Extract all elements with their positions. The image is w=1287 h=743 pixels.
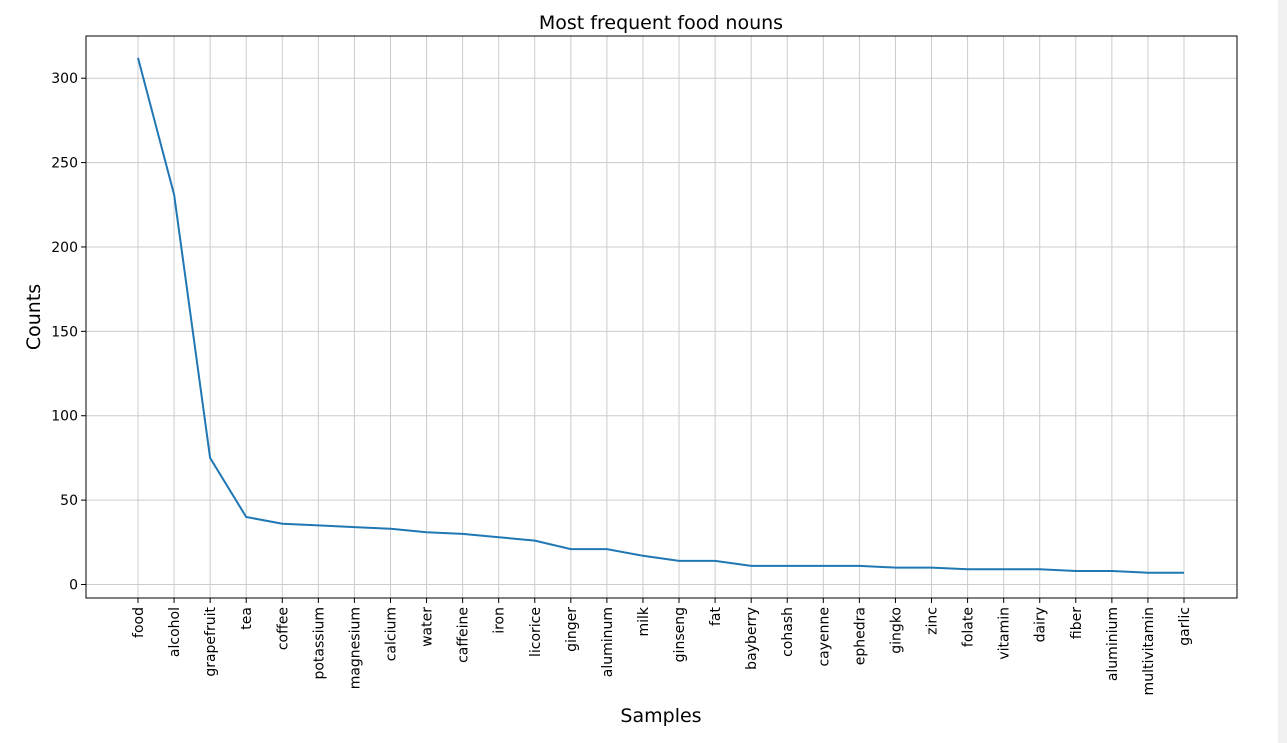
scrollbar[interactable] [1278,0,1287,743]
x-tick-label: magnesium [347,607,363,689]
x-tick-label: cohash [780,607,796,657]
x-tick-label: aluminium [1105,607,1121,681]
x-tick-label: ginseng [672,607,688,662]
x-tick-label: bayberry [744,607,760,670]
x-tick-label: ginger [564,607,580,652]
y-tick-label: 250 [51,156,78,172]
y-tick-label: 0 [69,577,78,593]
grid-lines [86,36,1237,598]
x-tick-label: alcohol [167,607,183,657]
x-tick-label: fiber [1069,607,1085,639]
x-tick-label: potassium [311,607,327,680]
x-tick-label: multivitamin [1141,607,1157,695]
x-tick-label: aluminum [600,607,616,677]
x-tick-label: grapefruit [203,607,219,677]
y-tick-label: 50 [60,493,78,509]
x-tick-label: gingko [888,607,904,654]
plot-frame [85,35,1238,599]
y-tick-label: 300 [51,71,78,87]
x-tick-label: folate [961,607,977,647]
y-axis: 0 50 100 150 200 250 300 [51,71,86,593]
x-tick-label: licorice [528,607,544,657]
x-tick-label: water [420,607,436,647]
x-tick-label: caffeine [456,607,472,663]
y-axis-label: Counts [23,284,45,350]
y-tick-label: 200 [51,240,78,256]
y-tick-label: 100 [51,409,78,425]
x-tick-label: cayenne [816,607,832,667]
series-line [137,57,1184,574]
x-tick-label: food [131,607,147,638]
x-tick-label: fat [708,606,724,626]
x-tick-label: milk [636,606,652,636]
y-tick-label: 150 [51,324,78,340]
chart-title: Most frequent food nouns [539,12,783,34]
x-tick-label: ephedra [852,607,868,665]
x-tick-label: coffee [275,607,291,650]
x-tick-label: calcium [383,607,399,661]
x-tick-label: tea [239,607,255,630]
x-tick-label: dairy [1033,607,1049,642]
x-tick-label: vitamin [997,607,1013,660]
x-axis-label: Samples [620,705,701,727]
x-tick-label: garlic [1177,607,1193,646]
x-tick-label: zinc [925,607,941,635]
x-axis: food alcohol grapefruit tea coffee potassium m… [131,598,1193,695]
x-tick-label: iron [492,607,508,634]
